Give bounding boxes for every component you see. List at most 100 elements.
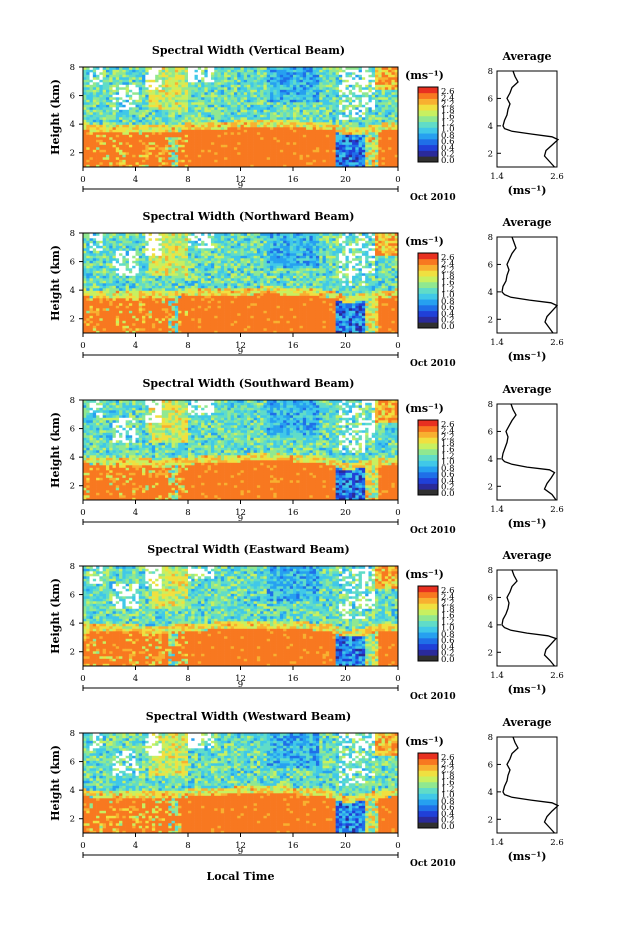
heatmap-cell [122,137,126,140]
heatmap-cell [359,117,363,120]
heatmap-cell [106,135,110,138]
heatmap-cell [375,132,379,135]
heatmap-cell [181,80,185,83]
heatmap-cell [362,77,366,80]
heatmap-cell [129,318,133,321]
heatmap-cell [162,236,166,239]
heatmap-cell [83,276,87,279]
heatmap-cell [99,127,103,130]
heatmap-cell [339,152,343,155]
heatmap-cell [257,77,261,80]
heatmap-cell [106,296,110,299]
heatmap-cell [323,132,327,135]
heatmap-cell [293,112,297,115]
heatmap-cell [368,162,372,165]
heatmap-cell [109,85,113,88]
heatmap-cell [155,293,159,296]
heatmap-cell [306,77,310,80]
heatmap-cell [136,293,140,296]
heatmap-cell [231,132,235,135]
heatmap-cell [319,72,323,75]
heatmap-cell [385,105,389,108]
heatmap-cell [300,87,304,90]
heatmap-cell [224,77,228,80]
heatmap-cell [149,243,153,246]
heatmap-cell [155,316,159,319]
heatmap-cell [191,137,195,140]
heatmap-cell [99,112,103,115]
heatmap-cell [158,303,162,306]
heatmap-cell [181,142,185,145]
heatmap-cell [224,125,228,128]
heatmap-cell [273,95,277,98]
heatmap-cell [382,80,386,83]
heatmap-cell [129,95,133,98]
heatmap-cell [290,112,294,115]
heatmap-cell [339,132,343,135]
heatmap-cell [332,100,336,103]
heatmap-cell [339,125,343,128]
heatmap-cell [90,253,94,256]
heatmap-cell [126,77,130,80]
heatmap-cell [329,110,333,113]
heatmap-cell [323,152,327,155]
heatmap-cell [296,150,300,153]
heatmap-cell [313,97,317,100]
heatmap-cell [93,80,97,83]
heatmap-cell [90,316,94,319]
heatmap-cell [90,142,94,145]
heatmap-cell [162,313,166,316]
heatmap-cell [172,145,176,148]
heatmap-cell [139,291,143,294]
heatmap-cell [129,87,133,90]
heatmap-cell [267,137,271,140]
heatmap-cell [198,130,202,133]
heatmap-cell [382,125,386,128]
heatmap-cell [368,150,372,153]
heatmap-cell [293,105,297,108]
heatmap-cell [119,135,123,138]
heatmap-cell [113,323,117,326]
heatmap-cell [181,122,185,125]
heatmap-cell [119,82,123,85]
heatmap-cell [142,147,146,150]
heatmap-cell [300,72,304,75]
heatmap-cell [250,127,254,130]
heatmap-cell [290,145,294,148]
heatmap-cell [326,87,330,90]
heatmap-cell [96,271,100,274]
heatmap-cell [234,107,238,110]
heatmap-cell [309,112,313,115]
heatmap-cell [313,85,317,88]
heatmap-cell [126,92,130,95]
heatmap-cell [191,97,195,100]
heatmap-cell [241,82,245,85]
heatmap-cell [382,142,386,145]
heatmap-cell [234,135,238,138]
heatmap-cell [260,122,264,125]
heatmap-cell [319,75,323,78]
heatmap-cell [273,135,277,138]
heatmap-cell [96,298,100,301]
heatmap-cell [145,145,149,148]
heatmap-cell [178,70,182,73]
heatmap-cell [221,140,225,143]
heatmap-cell [155,286,159,289]
heatmap-cell [96,117,100,120]
heatmap-cell [352,115,356,118]
heatmap-cell [247,87,251,90]
heatmap-cell [132,286,136,289]
heatmap-cell [162,286,166,289]
heatmap-cell [142,162,146,165]
heatmap-cell [250,72,254,75]
heatmap-cell [149,97,153,100]
heatmap-cell [145,243,149,246]
heatmap-cell [96,258,100,261]
heatmap-cell [316,150,320,153]
heatmap-cell [99,147,103,150]
heatmap-cell [191,120,195,123]
heatmap-cell [234,132,238,135]
heatmap-cell [280,97,284,100]
heatmap-cell [375,112,379,115]
colorbar-segment [418,99,438,105]
